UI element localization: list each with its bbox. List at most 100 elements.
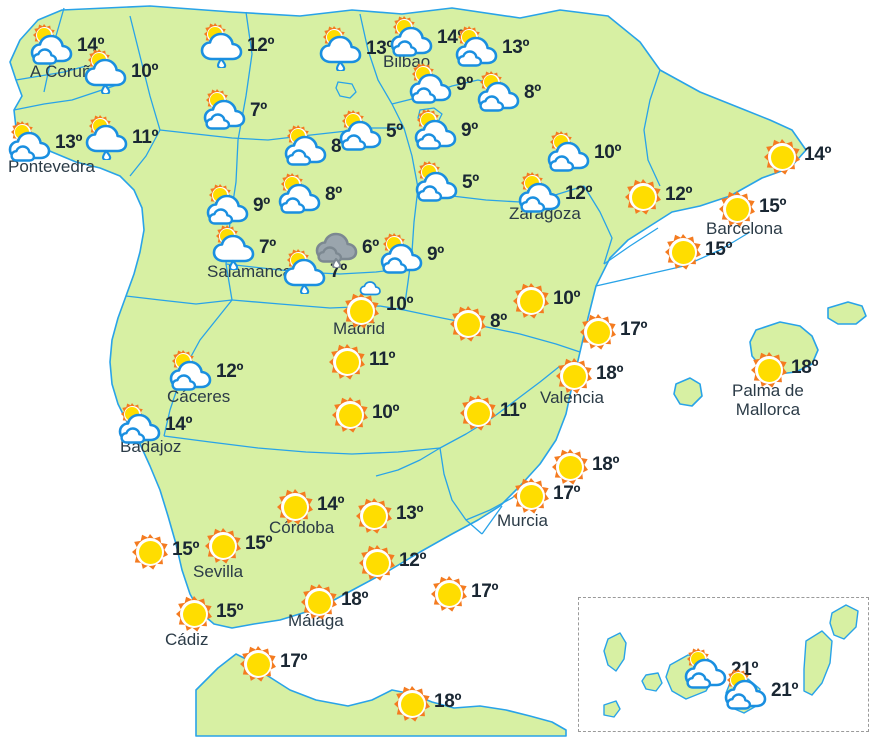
sun-disc (437, 582, 461, 606)
temperature-label: 10º (386, 294, 414, 315)
weather-marker-ciudadreal[interactable]: 10º (325, 393, 399, 433)
weather-marker-cuenca[interactable]: 10º (506, 279, 580, 319)
weather-marker-pamplona[interactable]: 8º (477, 71, 541, 113)
weather-marker-alicante[interactable]: 18º (545, 445, 619, 485)
weather-marker-huelva[interactable]: 15º (125, 530, 199, 570)
sun-icon (719, 191, 755, 227)
weather-marker-avila[interactable]: 7º (283, 249, 347, 294)
temperature-label: 15º (172, 539, 200, 560)
weather-marker-malaga[interactable]: 18º (294, 580, 368, 620)
icon-sunny (545, 445, 591, 485)
weather-marker-almeria[interactable]: 17º (424, 572, 498, 612)
sun-icon (513, 283, 549, 319)
island-la-palma (603, 632, 627, 672)
cloud-body (84, 58, 127, 87)
icon-sunny (757, 135, 803, 175)
weather-marker-salamanca[interactable]: 7º (212, 225, 276, 270)
cloud-icon (477, 81, 520, 112)
weather-icon-sun (294, 580, 340, 620)
weather-icon-sun (169, 592, 215, 632)
sun-icon (751, 352, 787, 388)
weather-marker-valladolid[interactable]: 9º (206, 184, 270, 226)
city-label-barcelona: Barcelona (706, 219, 783, 238)
weather-marker-vitoria[interactable]: 9º (409, 63, 473, 105)
weather-icon-sun (325, 393, 371, 433)
weather-marker-ceuta[interactable]: 17º (233, 642, 307, 682)
weather-marker-cordoba[interactable]: 14º (270, 485, 344, 525)
weather-marker-badajoz[interactable]: 14º (118, 403, 192, 445)
weather-marker-barcelona[interactable]: 15º (712, 187, 786, 227)
icon-sunny (352, 541, 398, 581)
cloud-puff (171, 374, 197, 391)
island-lanzarote (829, 604, 859, 640)
weather-icon-sun (387, 682, 433, 722)
weather-marker-zaragoza[interactable]: 12º (518, 172, 592, 214)
cloud-icon (85, 124, 128, 160)
weather-marker-valencia[interactable]: 18º (549, 354, 623, 394)
sun-disc (586, 320, 610, 344)
cloud-icon (206, 194, 249, 225)
weather-marker-tarragona[interactable]: 15º (658, 230, 732, 270)
weather-icon-sun (198, 524, 244, 564)
icon-partly-cloudy (203, 89, 249, 131)
sun-icon (277, 489, 313, 525)
weather-marker-granada[interactable]: 12º (352, 541, 426, 581)
weather-marker-asturias[interactable]: 13º (319, 26, 393, 71)
temperature-label: 5º (386, 121, 403, 142)
city-label-pontevedra: Pontevedra (8, 157, 95, 176)
weather-marker-teruel-n[interactable]: 12º (618, 175, 692, 215)
weather-marker-guadalajara[interactable]: 9º (380, 233, 444, 275)
weather-marker-pontevedra[interactable]: 13º (8, 121, 82, 163)
weather-marker-bilbao[interactable]: 14º (390, 16, 464, 58)
cloud-puff (280, 197, 306, 214)
weather-marker-soria[interactable]: 5º (415, 161, 479, 203)
weather-icon-sun (549, 354, 595, 394)
weather-icon-sun-cloud-rain (84, 49, 130, 94)
sun-disc (558, 455, 582, 479)
weather-marker-sansebas[interactable]: 13º (455, 26, 529, 68)
weather-marker-grancanaria[interactable]: 21º (724, 669, 798, 711)
icon-partly-cloudy (415, 161, 461, 203)
island-menorca (827, 301, 867, 325)
weather-marker-cadiz[interactable]: 15º (169, 592, 243, 632)
temperature-label: 14º (317, 494, 345, 515)
landmass-iberia (9, 5, 807, 629)
weather-marker-huesca[interactable]: 10º (547, 131, 621, 173)
weather-marker-acoruna-e[interactable]: 10º (84, 49, 158, 94)
weather-marker-soria-n[interactable]: 5º (339, 110, 403, 152)
sun-icon (764, 139, 800, 175)
weather-marker-ourense[interactable]: 11º (85, 115, 158, 160)
weather-icon-sun (506, 474, 552, 514)
weather-marker-caceres[interactable]: 12º (169, 350, 243, 392)
weather-marker-albacete[interactable]: 11º (453, 391, 526, 431)
cloud-body (283, 258, 326, 287)
weather-marker-jaen[interactable]: 13º (349, 494, 423, 534)
weather-marker-toledo[interactable]: 11º (322, 340, 395, 380)
city-label-murcia: Murcia (497, 511, 549, 530)
weather-marker-melilla[interactable]: 18º (387, 682, 461, 722)
weather-marker-madrid[interactable]: 10º (339, 281, 414, 329)
temperature-label: 18º (791, 357, 819, 378)
weather-marker-acoruna[interactable]: 14º (30, 24, 104, 66)
weather-marker-teruel[interactable]: 8º (443, 302, 507, 342)
cloud-icon (203, 99, 246, 130)
weather-marker-murcia[interactable]: 17º (506, 474, 580, 514)
weather-marker-leon[interactable]: 7º (203, 89, 267, 131)
island-fuerteventura (803, 630, 833, 696)
weather-marker-palma[interactable]: 18º (744, 348, 818, 388)
weather-marker-segovia[interactable]: 8º (278, 173, 342, 215)
weather-marker-castellon[interactable]: 17º (573, 310, 647, 350)
icon-partly-cloudy (30, 24, 76, 66)
weather-marker-sierra[interactable]: 6º (315, 228, 379, 268)
temperature-label: 9º (427, 244, 444, 265)
weather-marker-sevilla[interactable]: 15º (198, 524, 272, 564)
weather-marker-catalunya-n[interactable]: 14º (757, 135, 831, 175)
temperature-label: 12º (247, 35, 275, 56)
weather-icon-sun (352, 541, 398, 581)
weather-marker-lugo[interactable]: 12º (200, 23, 275, 68)
cloud-icon (30, 34, 73, 65)
cloud-icon (547, 141, 590, 172)
weather-marker-rioja[interactable]: 9º (414, 109, 478, 151)
city-label-cadiz: Cádiz (165, 630, 209, 649)
icon-sunny (198, 524, 244, 564)
